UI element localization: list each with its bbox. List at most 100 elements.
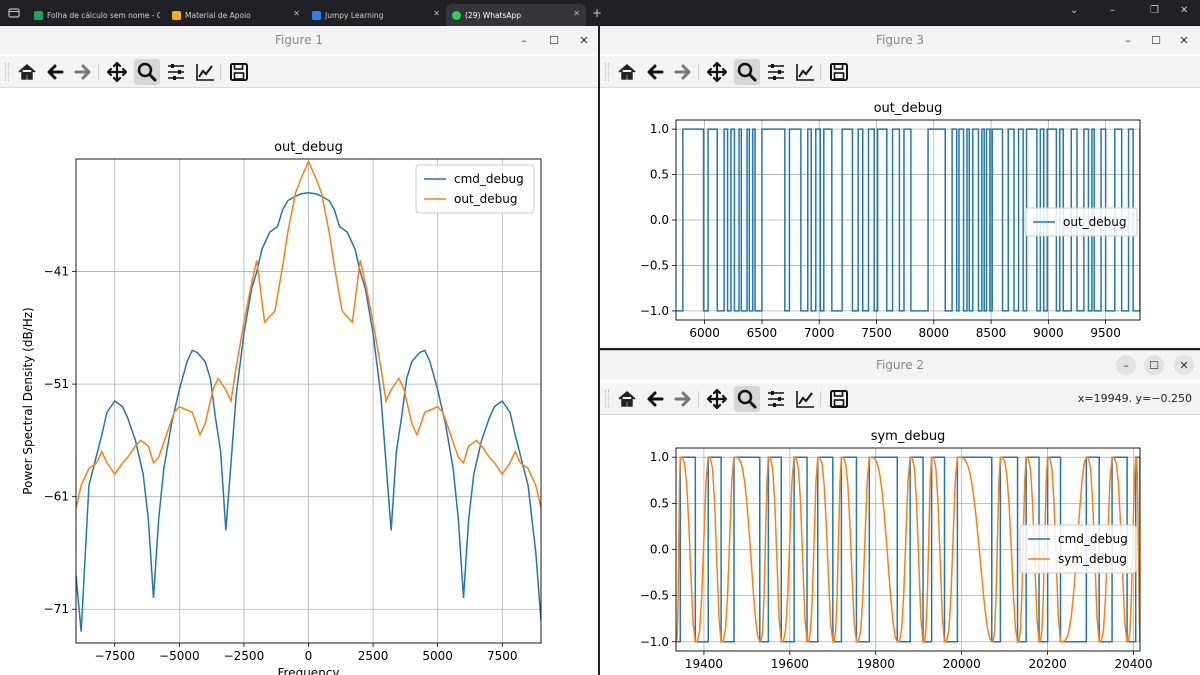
close-button[interactable]: ✕ (1174, 355, 1194, 375)
subplots-button[interactable] (763, 59, 789, 85)
edit-axes-button[interactable] (792, 386, 818, 412)
subplots-button[interactable] (763, 386, 789, 412)
y-tick-label: −61 (44, 490, 69, 504)
forward-arrow-button[interactable] (670, 386, 696, 412)
window-title: Figure 2 (875, 358, 925, 372)
toolbar-separator (98, 64, 99, 80)
zoom-icon (737, 62, 757, 82)
legend-label: cmd_debug (1058, 532, 1128, 546)
window-title-bar[interactable]: Figure 3 (600, 26, 1200, 54)
edit-axes-button[interactable] (192, 59, 218, 85)
browser-tab-material[interactable]: Material de Apoio ✕ (166, 4, 306, 26)
save-button[interactable] (226, 59, 252, 85)
x-tick-label: 6000 (689, 326, 720, 340)
out-debug-plot[interactable]: out_debug 6000 6500 7000 7500 8000 8500 9000 950… (600, 90, 1200, 348)
x-tick-label: 0 (305, 649, 313, 663)
home-button[interactable] (14, 59, 40, 85)
y-tick-label: 1.0 (650, 122, 669, 136)
zoom-button[interactable] (734, 386, 760, 412)
window-title-bar[interactable]: Figure 1 (0, 26, 598, 54)
pan-icon (706, 388, 728, 410)
minimize-button[interactable]: – (1116, 355, 1136, 375)
pan-button[interactable] (704, 386, 730, 412)
back-arrow-icon (647, 64, 664, 80)
series-line-sym_debug (676, 455, 1140, 644)
close-button[interactable]: ✕ (579, 33, 589, 47)
home-button[interactable] (614, 386, 640, 412)
y-tick-label: 0.0 (650, 543, 669, 557)
minimize-button[interactable]: – (1125, 33, 1131, 47)
toolbar-grip[interactable] (605, 390, 609, 408)
maximize-button[interactable]: ☐ (549, 33, 559, 47)
save-button[interactable] (826, 386, 852, 412)
sheets-icon (34, 10, 43, 20)
figure-3-window: Figure 3 – ☐ ✕ out_debug 6000 6500 7000 7500… (600, 26, 1200, 348)
x-tick-label: 5000 (422, 649, 453, 663)
chart-title: out_debug (874, 101, 943, 116)
toolbar-separator (220, 64, 221, 80)
back-arrow-button[interactable] (642, 386, 668, 412)
zoom-button[interactable] (734, 59, 760, 85)
app-icon (312, 10, 321, 20)
close-tab-icon[interactable]: ✕ (293, 9, 300, 18)
axes-frame (675, 119, 1141, 321)
minimize-icon[interactable]: – (1110, 5, 1115, 16)
tab-overview-icon[interactable] (0, 0, 28, 26)
back-arrow-button[interactable] (42, 59, 68, 85)
sym-debug-plot[interactable]: sym_debug 19400 19600 19800 20000 20200 20400 1… (600, 417, 1200, 675)
forward-arrow-icon (74, 64, 91, 80)
tab-label: Jumpy Learning (325, 10, 384, 20)
edit-axes-button[interactable] (792, 59, 818, 85)
forward-arrow-icon (674, 64, 691, 80)
x-tick-label: 8000 (919, 326, 950, 340)
close-button[interactable]: ✕ (1179, 33, 1189, 47)
plot-toolbar: x=19949. y=−0.250 (600, 383, 1200, 415)
x-tick-label: 20200 (1029, 657, 1067, 671)
cursor-coordinates: x=19949. y=−0.250 (1077, 392, 1192, 405)
close-tab-icon[interactable]: ✕ (433, 9, 440, 18)
toolbar-separator (698, 64, 699, 80)
home-button[interactable] (614, 59, 640, 85)
x-tick-label: 19400 (685, 657, 723, 671)
axes-frame (675, 447, 1141, 652)
minimize-button[interactable]: – (521, 33, 527, 47)
maximize-button[interactable]: ☐ (1151, 33, 1161, 47)
x-tick-label: 20000 (943, 657, 981, 671)
psd-plot[interactable]: out_debug Frequency Power Spectral Density… (0, 90, 598, 675)
x-tick-label: 9500 (1090, 326, 1121, 340)
close-icon[interactable]: ✕ (1180, 5, 1189, 16)
restore-icon[interactable]: ❐ (1150, 5, 1159, 16)
x-tick-label: 6500 (747, 326, 778, 340)
toolbar-grip[interactable] (5, 63, 9, 81)
toolbar-grip[interactable] (605, 63, 609, 81)
save-button[interactable] (826, 59, 852, 85)
x-tick-label: 19600 (771, 657, 809, 671)
new-tab-icon[interactable]: + (592, 6, 603, 20)
browser-tab-whatsapp[interactable]: (29) WhatsApp ✕ (446, 4, 586, 26)
back-arrow-button[interactable] (642, 59, 668, 85)
x-axis-label: Frequency (278, 666, 340, 675)
x-tick-label: −7500 (94, 649, 135, 663)
close-tab-icon[interactable]: ✕ (573, 9, 580, 18)
toolbar-separator (820, 391, 821, 407)
forward-arrow-button[interactable] (670, 59, 696, 85)
x-tick-label: 9000 (1033, 326, 1064, 340)
zoom-icon (737, 389, 757, 409)
window-title-bar[interactable]: Figure 2 (600, 351, 1200, 379)
pan-button[interactable] (104, 59, 130, 85)
chevron-down-icon[interactable]: ⌄ (1070, 5, 1079, 16)
zoom-button[interactable] (134, 59, 160, 85)
legend-box (415, 164, 535, 214)
y-tick-label: 0.0 (650, 213, 669, 227)
legend-label: out_debug (1063, 215, 1127, 229)
subplots-icon (768, 64, 784, 80)
browser-tab-jumpy[interactable]: Jumpy Learning ✕ (306, 4, 446, 26)
legend-box (1019, 524, 1137, 574)
browser-tab-sheets[interactable]: Folha de cálculo sem nome - G (28, 4, 166, 26)
x-tick-label: 7500 (487, 649, 518, 663)
tab-label: (29) WhatsApp (465, 10, 522, 20)
subplots-button[interactable] (163, 59, 189, 85)
forward-arrow-button[interactable] (70, 59, 96, 85)
pan-button[interactable] (704, 59, 730, 85)
maximize-button[interactable]: ☐ (1144, 355, 1164, 375)
